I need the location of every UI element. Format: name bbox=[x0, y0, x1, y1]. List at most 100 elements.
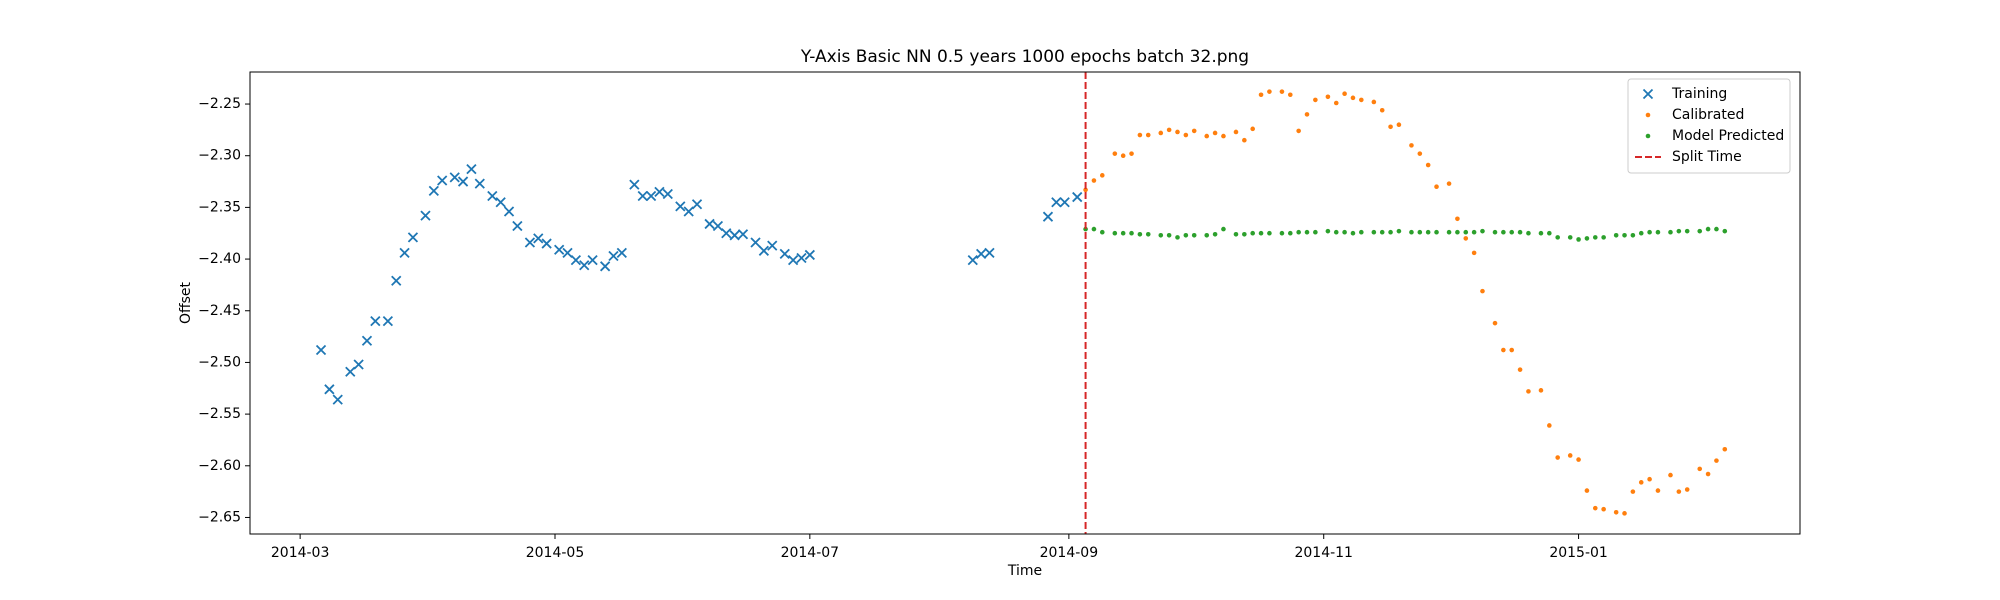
point bbox=[1258, 230, 1264, 236]
point bbox=[1547, 230, 1552, 236]
y-tick-label: −2.35 bbox=[198, 199, 241, 215]
training-point bbox=[324, 384, 335, 395]
point bbox=[1434, 184, 1439, 190]
point bbox=[1705, 471, 1711, 477]
training-point bbox=[804, 249, 815, 261]
y-tick-label: −2.45 bbox=[198, 303, 241, 319]
point bbox=[1722, 446, 1728, 452]
point bbox=[1576, 457, 1581, 462]
point bbox=[1697, 466, 1703, 472]
point bbox=[1655, 488, 1661, 493]
y-tick-label: −2.55 bbox=[198, 406, 241, 422]
training-point bbox=[1042, 211, 1054, 222]
y-tick-label: −2.65 bbox=[198, 509, 241, 525]
legend-marker bbox=[1645, 133, 1651, 139]
point bbox=[1359, 97, 1364, 103]
training-point bbox=[683, 206, 694, 217]
point bbox=[1099, 229, 1105, 235]
point bbox=[1325, 228, 1331, 234]
training-point bbox=[579, 260, 590, 271]
point bbox=[1684, 228, 1690, 234]
point bbox=[1204, 233, 1210, 238]
point bbox=[1480, 288, 1485, 294]
point bbox=[1396, 122, 1402, 128]
point bbox=[1287, 230, 1293, 236]
point bbox=[1517, 367, 1523, 372]
training-point bbox=[787, 254, 799, 266]
point bbox=[1684, 487, 1690, 492]
point bbox=[1471, 229, 1477, 235]
training-point bbox=[662, 188, 673, 200]
point bbox=[1342, 91, 1347, 97]
training-point bbox=[967, 254, 978, 266]
point bbox=[1446, 181, 1452, 186]
point bbox=[1576, 237, 1581, 242]
training-point bbox=[616, 247, 627, 259]
point bbox=[1137, 132, 1143, 138]
point bbox=[1304, 229, 1310, 235]
training-point bbox=[420, 210, 431, 221]
training-point bbox=[332, 394, 343, 405]
point bbox=[1083, 226, 1088, 232]
point bbox=[1409, 143, 1414, 148]
training-point bbox=[428, 185, 439, 196]
point bbox=[1158, 233, 1164, 238]
training-point bbox=[599, 261, 611, 272]
point bbox=[1409, 229, 1414, 235]
point bbox=[1647, 229, 1652, 235]
point bbox=[1567, 235, 1573, 240]
point bbox=[1233, 129, 1239, 135]
point bbox=[1638, 230, 1644, 236]
point bbox=[1455, 216, 1460, 222]
training-point bbox=[779, 248, 790, 260]
training-point bbox=[449, 172, 460, 183]
point bbox=[1425, 162, 1431, 168]
point bbox=[1183, 233, 1189, 238]
y-tick-label: −2.30 bbox=[198, 148, 241, 164]
point bbox=[1630, 233, 1636, 238]
training-point bbox=[984, 247, 995, 259]
point bbox=[1296, 128, 1301, 134]
point bbox=[1212, 130, 1218, 136]
x-tick-label: 2015-01 bbox=[1549, 545, 1608, 561]
point bbox=[1166, 233, 1172, 238]
legend: Training Calibrated Model Predicted Split T… bbox=[1627, 78, 1791, 174]
training-point bbox=[437, 175, 448, 186]
point bbox=[1145, 231, 1151, 237]
point bbox=[1175, 235, 1180, 240]
training-point bbox=[645, 190, 657, 202]
legend-marker bbox=[1642, 88, 1654, 100]
training-point bbox=[737, 229, 749, 240]
point bbox=[1221, 133, 1226, 139]
training-point bbox=[345, 366, 356, 377]
training-point bbox=[474, 178, 485, 189]
point bbox=[1304, 112, 1310, 117]
training-point bbox=[554, 244, 565, 255]
point bbox=[1233, 231, 1239, 237]
point bbox=[1313, 229, 1318, 235]
point bbox=[1183, 132, 1189, 138]
training-point bbox=[407, 232, 419, 243]
point bbox=[1517, 229, 1523, 235]
point bbox=[1638, 480, 1644, 485]
point bbox=[1417, 229, 1423, 235]
point bbox=[1463, 236, 1469, 241]
point bbox=[1668, 229, 1673, 235]
legend-label: Calibrated bbox=[1672, 107, 1744, 123]
point bbox=[1705, 226, 1711, 232]
point bbox=[1388, 229, 1393, 235]
point bbox=[1555, 455, 1560, 460]
point bbox=[1350, 230, 1356, 236]
point bbox=[1287, 92, 1293, 98]
training-point bbox=[457, 176, 469, 187]
point bbox=[1567, 453, 1573, 458]
point bbox=[1613, 233, 1619, 238]
legend-marker bbox=[1645, 112, 1651, 118]
point bbox=[1250, 230, 1255, 236]
point bbox=[1191, 233, 1197, 238]
training-point bbox=[1059, 197, 1070, 208]
point bbox=[1158, 130, 1164, 136]
training-point bbox=[382, 315, 394, 327]
point bbox=[1697, 228, 1703, 234]
point bbox=[1647, 476, 1652, 482]
